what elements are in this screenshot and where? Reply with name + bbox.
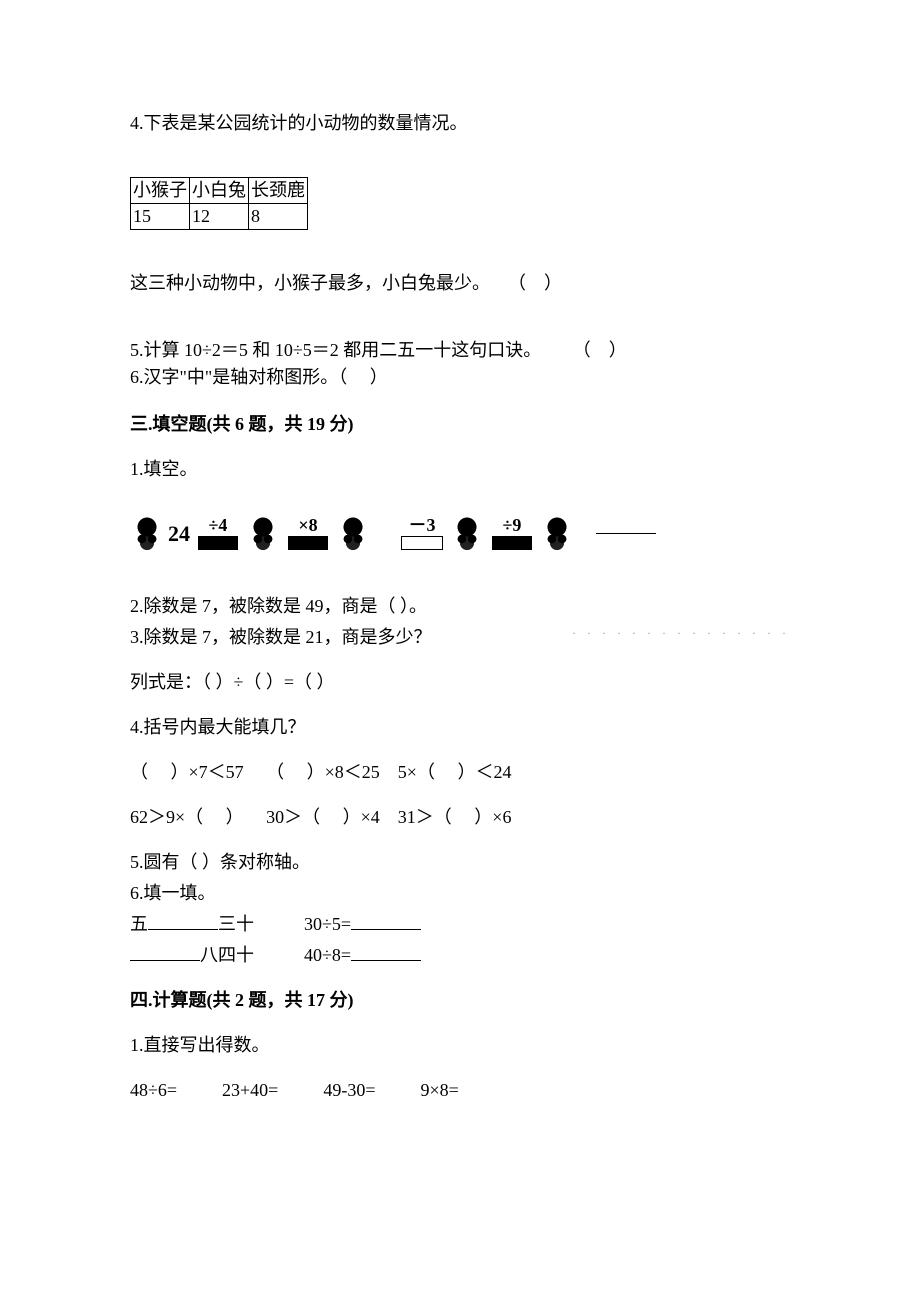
dotted-decoration: · · · · · · · · · · · · · · · [572,624,790,642]
op-label: －3 [409,516,436,534]
op-box: ÷4 [196,516,240,550]
animals-table: 小猴子 小白兔 长颈鹿 15 12 8 [130,177,308,230]
s3-q1-title: 1.填空。 [130,456,790,483]
page: 4.下表是某公园统计的小动物的数量情况。 小猴子 小白兔 长颈鹿 15 12 8… [0,0,920,1302]
q6r1-b: 三十 [218,914,254,934]
answer-box [401,536,443,550]
op-box: ×8 [286,516,330,550]
s3-q3a-text: 3.除数是 7，被除数是 21，商是多少？ [130,627,432,647]
blank [130,942,200,961]
q4-judgment: 这三种小动物中，小猴子最多，小白兔最少。 （ ） [130,270,790,297]
s3-q2: 2.除数是 7，被除数是 49，商是（ ）。 [130,593,790,620]
final-blank [596,533,656,534]
q6r2-b: 八四十 [200,945,254,965]
value-cell: 15 [131,204,190,230]
q6r1-a: 五 [130,914,148,934]
s3-q6-row2: 八四十 40÷8= [130,942,790,969]
op-box: ÷9 [490,516,534,550]
blank [351,942,421,961]
answer-box [492,536,532,550]
q6: 6.汉字"中"是轴对称图形。（ ） [130,364,790,391]
q6r2-c: 40÷8= [304,945,351,965]
s3-q6-row1: 五 三十 30÷5= [130,911,790,938]
s3-q4-title: 4.括号内最大能填几？ [130,714,790,741]
critter-icon [450,513,484,553]
s3-q4-row2: 62＞9×（ ） 30＞（ ）×4 31＞（ ）×6 [130,804,790,831]
op-label: ×8 [298,516,317,534]
section4-head: 四.计算题(共 2 题，共 17 分) [130,987,790,1014]
critter-icon [540,513,574,553]
op-label: ÷4 [209,516,228,534]
critter-icon [246,513,280,553]
q4-title: 4.下表是某公园统计的小动物的数量情况。 [130,110,790,137]
value-cell: 8 [249,204,308,230]
answer-box [288,536,328,550]
blank [148,911,218,930]
value-cell: 12 [190,204,249,230]
critter-icon [336,513,370,553]
s3-q6-title: 6.填一填。 [130,880,790,907]
s3-q5: 5.圆有（ ）条对称轴。 [130,849,790,876]
section3-head: 三.填空题(共 6 题，共 19 分) [130,411,790,438]
table-row: 小猴子 小白兔 长颈鹿 [131,178,308,204]
header-cell: 小白兔 [190,178,249,204]
q6r1-c: 30÷5= [304,914,351,934]
fill-chain: 24 ÷4 ×8 －3 ÷9 [130,513,790,553]
blank [351,911,421,930]
op-box: －3 [400,516,444,550]
s3-q4-row1: （ ）×7＜57 （ ）×8＜25 5×（ ）＜24 [130,759,790,786]
table-row: 15 12 8 [131,204,308,230]
answer-box [198,536,238,550]
s4-row: 48÷6= 23+40= 49-30= 9×8= [130,1077,790,1104]
header-cell: 小猴子 [131,178,190,204]
q5: 5.计算 10÷2＝5 和 10÷5＝2 都用二五一十这句口诀。 （ ） [130,337,790,364]
s4-q1-title: 1.直接写出得数。 [130,1032,790,1059]
s3-q3a: 3.除数是 7，被除数是 21，商是多少？ · · · · · · · · · … [130,624,790,651]
header-cell: 长颈鹿 [249,178,308,204]
s3-q3b: 列式是：（ ）÷（ ）=（ ） [130,669,790,696]
critter-icon [130,513,164,553]
chain-start: 24 [168,517,190,550]
op-label: ÷9 [503,516,522,534]
